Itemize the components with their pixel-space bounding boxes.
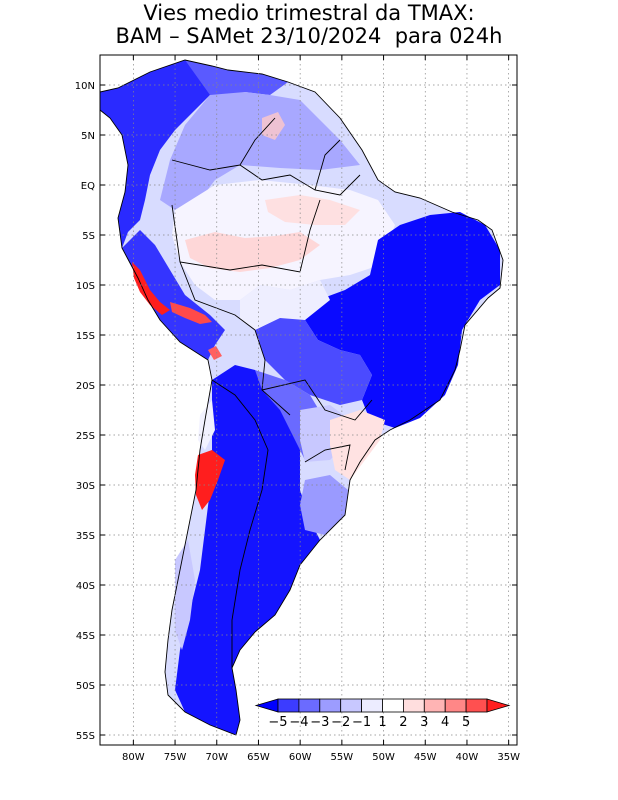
lat-label: 15S bbox=[76, 331, 95, 342]
lat-label: 40S bbox=[76, 581, 95, 592]
title-line-2: BAM – SAMet 23/10/2024 para 024h bbox=[115, 24, 503, 48]
lon-label: 60W bbox=[289, 752, 312, 763]
lat-label: EQ bbox=[81, 181, 95, 192]
colorbar-label: −2 bbox=[331, 715, 350, 730]
colorbar-label: 3 bbox=[420, 715, 428, 730]
lat-label: 5N bbox=[81, 131, 95, 142]
red-dots-bolivia bbox=[208, 346, 222, 360]
lat-label: 45S bbox=[76, 631, 95, 642]
title-line-1: Vies medio trimestral da TMAX: bbox=[143, 1, 475, 25]
blue-region-andes-peru bbox=[122, 230, 225, 360]
colorbar-arrow-left bbox=[254, 698, 279, 713]
lon-label: 80W bbox=[122, 752, 145, 763]
lon-label: 70W bbox=[205, 752, 228, 763]
coastline bbox=[100, 59, 504, 736]
colorbar-segment bbox=[402, 698, 425, 713]
colorbar: −5 −4 −3 −2 −1 1 2 3 4 5 bbox=[254, 698, 511, 730]
lat-label: 10S bbox=[76, 281, 95, 292]
mid-blue-central-brazil bbox=[255, 315, 372, 405]
blue-region-northwest bbox=[100, 60, 210, 248]
lat-label: 50S bbox=[76, 681, 95, 692]
colorbar-label: −4 bbox=[289, 715, 308, 730]
colorbar-segment bbox=[423, 698, 446, 713]
colorbar-segment bbox=[340, 698, 363, 713]
colorbar-segment bbox=[298, 698, 321, 713]
light-patch-central bbox=[240, 280, 330, 330]
light-blue-north bbox=[160, 92, 360, 210]
pink-patch-amazon-2 bbox=[265, 195, 360, 225]
lat-label: 5S bbox=[82, 231, 95, 242]
blue-region-argentina bbox=[175, 365, 320, 735]
light-strip-chile-south bbox=[175, 540, 195, 650]
axis-ticks: 80W 75W 70W 65W 60W 55W 50W 45W 40W 35W 10N 5N EQ 5S 1… bbox=[75, 55, 520, 763]
colorbar-label: −3 bbox=[310, 715, 329, 730]
white-pink-southern-brazil bbox=[330, 410, 385, 480]
lat-label: 30S bbox=[76, 481, 95, 492]
map-title: Vies medio trimestral da TMAX: BAM – SAM… bbox=[0, 2, 618, 48]
lon-label: 40W bbox=[456, 752, 479, 763]
lon-label: 50W bbox=[372, 752, 395, 763]
lat-label: 10N bbox=[75, 81, 95, 92]
colorbar-label: 5 bbox=[462, 715, 470, 730]
colorbar-segment bbox=[382, 698, 404, 713]
red-strip-peru-andes bbox=[170, 302, 212, 324]
colorbar-segment bbox=[319, 698, 342, 713]
pink-patch-amazon-1 bbox=[185, 232, 320, 272]
colorbar-label: −5 bbox=[268, 715, 287, 730]
lat-label: 25S bbox=[76, 431, 95, 442]
red-strip-peru-coast bbox=[132, 262, 170, 315]
colorbar-segment bbox=[277, 698, 300, 713]
blue-region-caribbean bbox=[185, 60, 288, 98]
colorbar-arrow-right bbox=[486, 698, 511, 713]
lon-label: 45W bbox=[414, 752, 437, 763]
red-strip-chile bbox=[195, 450, 225, 510]
light-blue-uruguay bbox=[300, 475, 348, 535]
colorbar-label: 4 bbox=[441, 715, 449, 730]
colorbar-segment bbox=[444, 698, 467, 713]
pink-patch-guiana bbox=[262, 112, 285, 140]
country-borders bbox=[171, 117, 373, 668]
lon-label: 55W bbox=[331, 752, 354, 763]
lon-label: 75W bbox=[164, 752, 187, 763]
graticule bbox=[100, 55, 517, 745]
colorbar-segment bbox=[361, 698, 383, 713]
colorbar-label: 2 bbox=[399, 715, 407, 730]
map-frame bbox=[99, 54, 518, 746]
lat-label: 35S bbox=[76, 531, 95, 542]
lon-label: 65W bbox=[247, 752, 270, 763]
lon-label: 35W bbox=[497, 752, 520, 763]
colorbar-segment bbox=[465, 698, 488, 713]
blue-region-northeast-brazil bbox=[305, 212, 500, 428]
lat-label: 20S bbox=[76, 381, 95, 392]
colorbar-label: 1 bbox=[378, 715, 386, 730]
lat-label: 55S bbox=[76, 731, 95, 742]
colorbar-label: −1 bbox=[352, 715, 371, 730]
